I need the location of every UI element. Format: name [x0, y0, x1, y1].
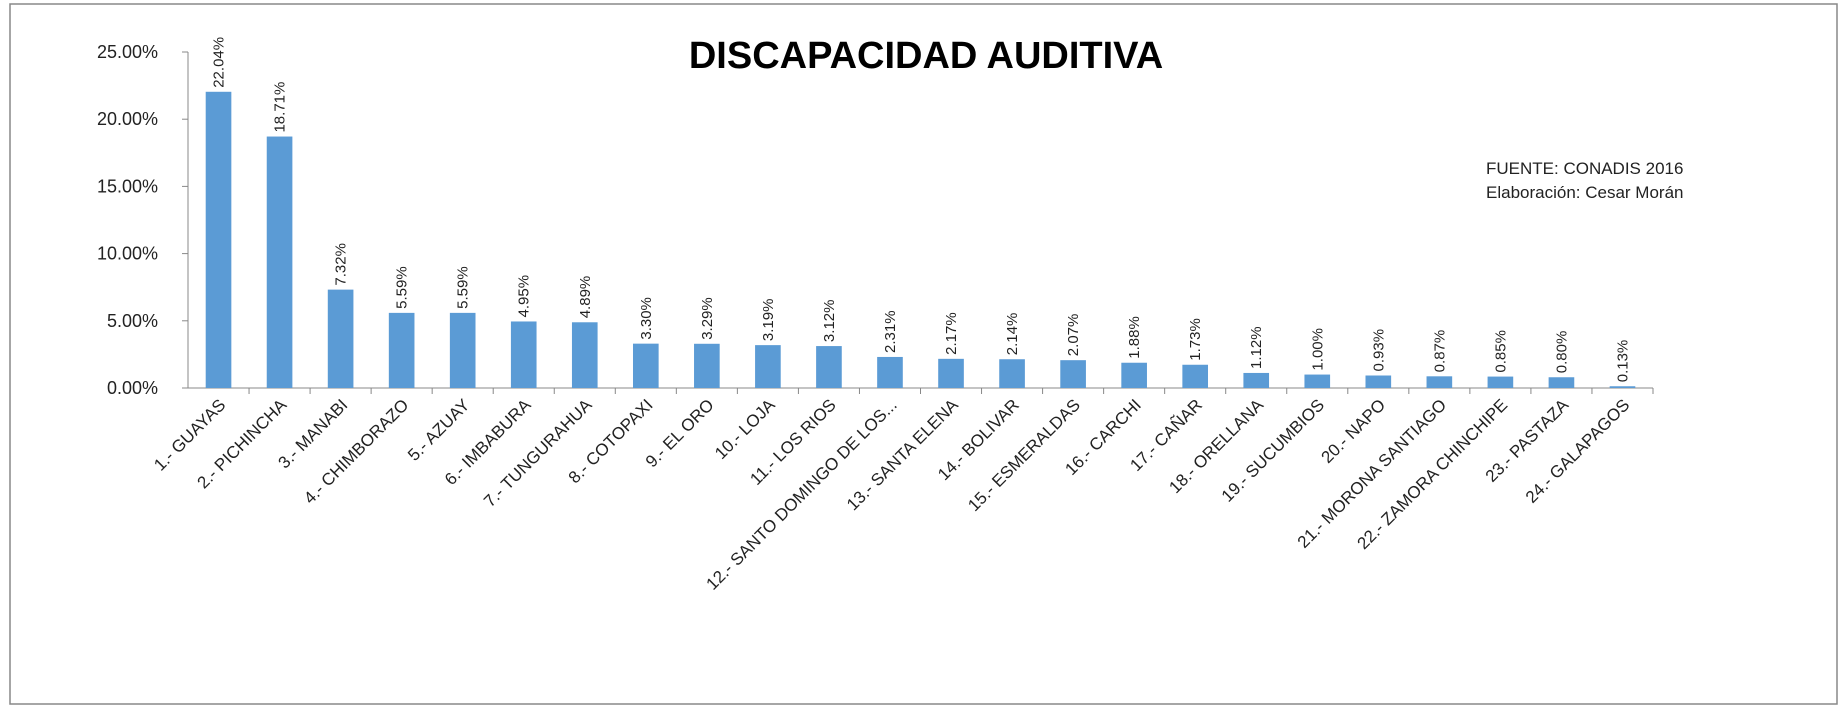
- bar: [1548, 377, 1575, 388]
- value-label: 0.13%: [1614, 340, 1631, 383]
- bar: [1487, 376, 1514, 388]
- value-label: 2.31%: [882, 310, 899, 353]
- bar: [1365, 375, 1392, 388]
- bar: [938, 358, 964, 388]
- y-tick-label: 5.00%: [107, 311, 158, 331]
- value-label: 3.19%: [760, 299, 777, 342]
- value-label: 3.30%: [638, 297, 655, 340]
- value-label: 0.80%: [1553, 331, 1570, 374]
- value-label: 1.88%: [1126, 316, 1143, 359]
- bar: [1304, 374, 1331, 388]
- bar: [877, 356, 903, 388]
- value-label: 2.07%: [1065, 314, 1082, 357]
- value-label: 3.12%: [821, 300, 838, 343]
- chart-frame: [9, 3, 1838, 705]
- bar: [449, 312, 476, 388]
- bar: [632, 343, 659, 388]
- annotation: FUENTE: CONADIS 2016: [1486, 159, 1683, 178]
- bar: [327, 289, 354, 388]
- chart-title: DISCAPACIDAD AUDITIVA: [689, 35, 1163, 77]
- value-label: 1.12%: [1248, 326, 1265, 369]
- value-label: 1.73%: [1187, 318, 1204, 361]
- bar: [1426, 376, 1453, 388]
- value-label: 2.17%: [943, 312, 960, 355]
- y-tick-label: 20.00%: [97, 109, 158, 129]
- value-label: 4.89%: [577, 276, 594, 319]
- value-label: 0.93%: [1370, 329, 1387, 372]
- y-tick-label: 15.00%: [97, 176, 158, 196]
- bar: [694, 343, 720, 388]
- bar: [388, 312, 415, 388]
- bar: [571, 322, 598, 388]
- y-tick-label: 25.00%: [97, 42, 158, 62]
- bar: [1121, 362, 1147, 388]
- value-label: 18.71%: [272, 82, 289, 133]
- bar: [816, 346, 842, 388]
- annotation: Elaboración: Cesar Morán: [1486, 183, 1683, 202]
- bar: [999, 359, 1025, 388]
- value-label: 4.95%: [516, 275, 533, 318]
- value-label: 0.87%: [1431, 330, 1448, 373]
- bar: [1609, 386, 1636, 388]
- value-label: 22.04%: [211, 37, 228, 88]
- value-label: 5.59%: [394, 266, 411, 309]
- bar: [1182, 364, 1209, 388]
- bar: [1243, 372, 1270, 388]
- bar: [510, 321, 537, 388]
- y-tick-label: 10.00%: [97, 244, 158, 264]
- bar: [755, 345, 781, 388]
- bar: [205, 91, 232, 388]
- bar: [266, 136, 293, 388]
- y-tick-label: 0.00%: [107, 378, 158, 398]
- value-label: 3.29%: [699, 297, 716, 340]
- value-label: 2.14%: [1004, 313, 1021, 356]
- bar: [1060, 360, 1086, 388]
- value-label: 0.85%: [1492, 330, 1509, 373]
- value-label: 5.59%: [455, 266, 472, 309]
- value-label: 7.32%: [333, 243, 350, 286]
- value-label: 1.00%: [1309, 328, 1326, 371]
